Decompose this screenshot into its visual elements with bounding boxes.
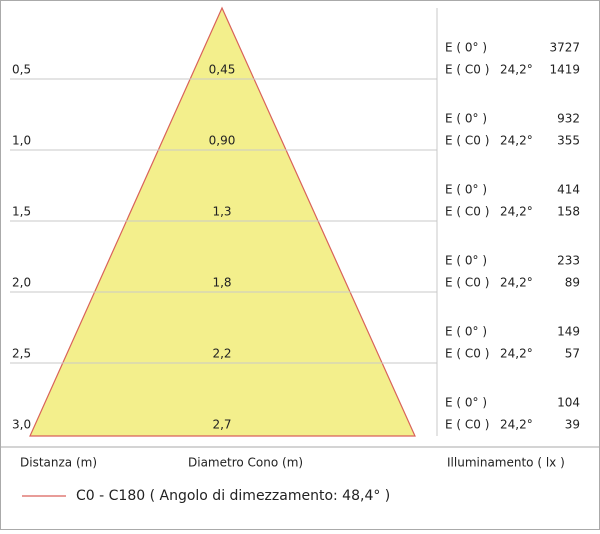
- e0-value: 104: [557, 396, 580, 410]
- e0-label: E ( 0° ): [445, 325, 487, 339]
- ec0-value: 355: [557, 134, 580, 148]
- footer-label: Distanza (m): [20, 456, 97, 470]
- angle-label: 24,2°: [500, 63, 533, 77]
- e0-value: 3727: [549, 41, 580, 55]
- distance-label: 3,0: [12, 418, 31, 432]
- ec0-label: E ( C0 ): [445, 418, 489, 432]
- ec0-label: E ( C0 ): [445, 205, 489, 219]
- e0-value: 233: [557, 254, 580, 268]
- distance-label: 1,5: [12, 205, 31, 219]
- distance-label: 2,0: [12, 276, 31, 290]
- ec0-label: E ( C0 ): [445, 276, 489, 290]
- ec0-label: E ( C0 ): [445, 63, 489, 77]
- footer-label: Diametro Cono (m): [188, 456, 303, 470]
- angle-label: 24,2°: [500, 418, 533, 432]
- e0-label: E ( 0° ): [445, 183, 487, 197]
- ec0-value: 158: [557, 205, 580, 219]
- angle-label: 24,2°: [500, 276, 533, 290]
- e0-label: E ( 0° ): [445, 112, 487, 126]
- ec0-value: 57: [565, 347, 580, 361]
- light-cone: [29, 6, 416, 437]
- diameter-label: 2,7: [212, 418, 231, 432]
- ec0-label: E ( C0 ): [445, 134, 489, 148]
- distance-label: 0,5: [12, 63, 31, 77]
- ec0-value: 89: [565, 276, 580, 290]
- ec0-label: E ( C0 ): [445, 347, 489, 361]
- e0-label: E ( 0° ): [445, 41, 487, 55]
- angle-label: 24,2°: [500, 134, 533, 148]
- diameter-label: 0,90: [209, 134, 236, 148]
- angle-label: 24,2°: [500, 347, 533, 361]
- e0-value: 932: [557, 112, 580, 126]
- angle-label: 24,2°: [500, 205, 533, 219]
- diameter-label: 2,2: [212, 347, 231, 361]
- ec0-value: 39: [565, 418, 580, 432]
- ec0-value: 1419: [549, 63, 580, 77]
- distance-label: 2,5: [12, 347, 31, 361]
- legend-label: C0 - C180 ( Angolo di dimezzamento: 48,4…: [76, 488, 390, 504]
- diameter-label: 0,45: [209, 63, 236, 77]
- footer-label: Illuminamento ( lx ): [447, 456, 565, 470]
- e0-value: 414: [557, 183, 580, 197]
- diameter-label: 1,8: [212, 276, 231, 290]
- distance-label: 1,0: [12, 134, 31, 148]
- diameter-label: 1,3: [212, 205, 231, 219]
- e0-value: 149: [557, 325, 580, 339]
- e0-label: E ( 0° ): [445, 396, 487, 410]
- e0-label: E ( 0° ): [445, 254, 487, 268]
